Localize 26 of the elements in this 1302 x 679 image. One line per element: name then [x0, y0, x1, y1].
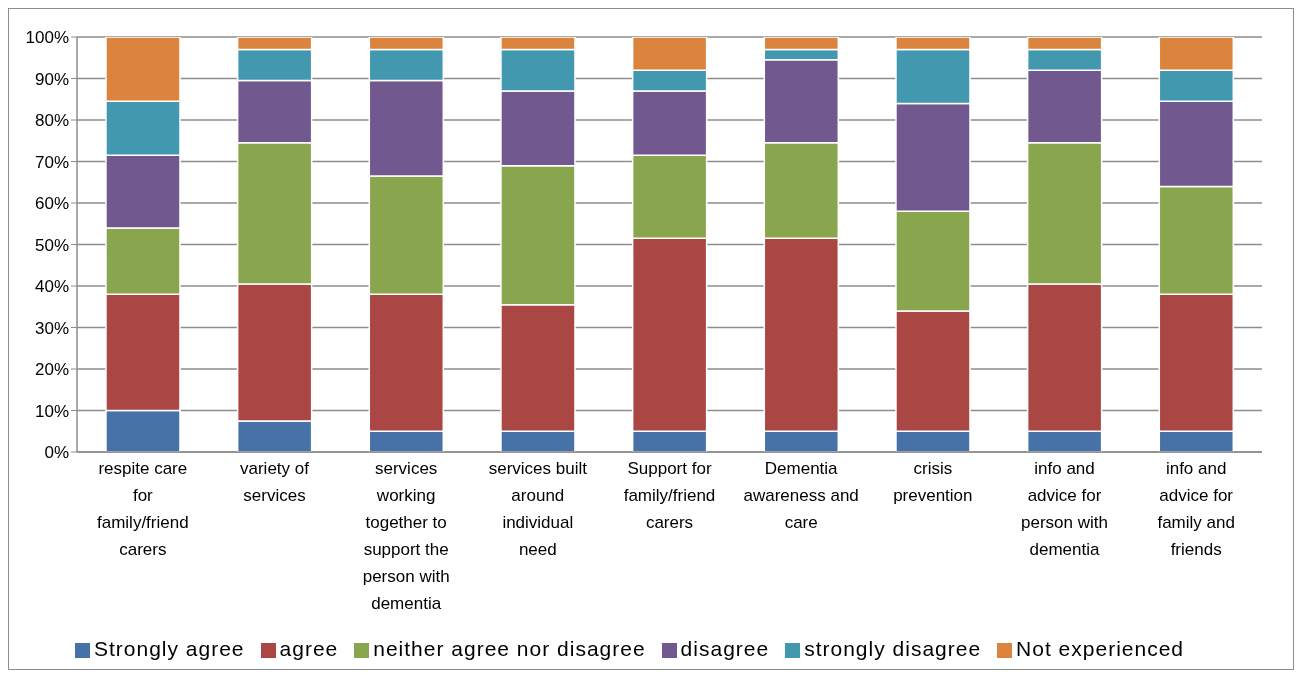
legend-label: Not experienced [1016, 637, 1185, 660]
x-tick-label: Dementia awareness and care [743, 459, 859, 532]
y-tick-label: 30% [34, 318, 69, 338]
x-tick-label: services built around individual need [488, 459, 588, 559]
legend-label: strongly disagree [804, 637, 982, 660]
x-tick-label: info and advice for person with dementia [1021, 459, 1108, 559]
legend-label: disagree [680, 637, 770, 660]
y-tick-label: 60% [34, 194, 69, 214]
y-tick-label: 80% [34, 111, 69, 131]
y-tick-label: 90% [34, 69, 69, 89]
x-tick-label: variety of services [240, 459, 310, 505]
y-tick-label: 10% [34, 401, 69, 421]
x-tick-label: info and advice for family and friends [1157, 459, 1235, 559]
y-tick-label: 100% [25, 28, 69, 48]
x-tick-label: services working together to support the person with dementia [362, 459, 450, 613]
legend-label: Strongly agree [93, 637, 245, 660]
y-tick-label: 20% [34, 360, 69, 380]
legend-label: neither agree nor disagree [373, 637, 646, 660]
y-tick-label: 40% [34, 277, 69, 297]
x-tick-label: Support for family/friend carers [623, 459, 716, 532]
y-tick-label: 0% [44, 443, 69, 463]
x-tick-label: respite care for family/friend carers [97, 459, 189, 559]
y-tick-label: 70% [34, 152, 69, 172]
legend-label: agree [279, 637, 339, 660]
y-tick-label: 50% [34, 235, 69, 255]
x-tick-label: crisis prevention [893, 459, 973, 505]
